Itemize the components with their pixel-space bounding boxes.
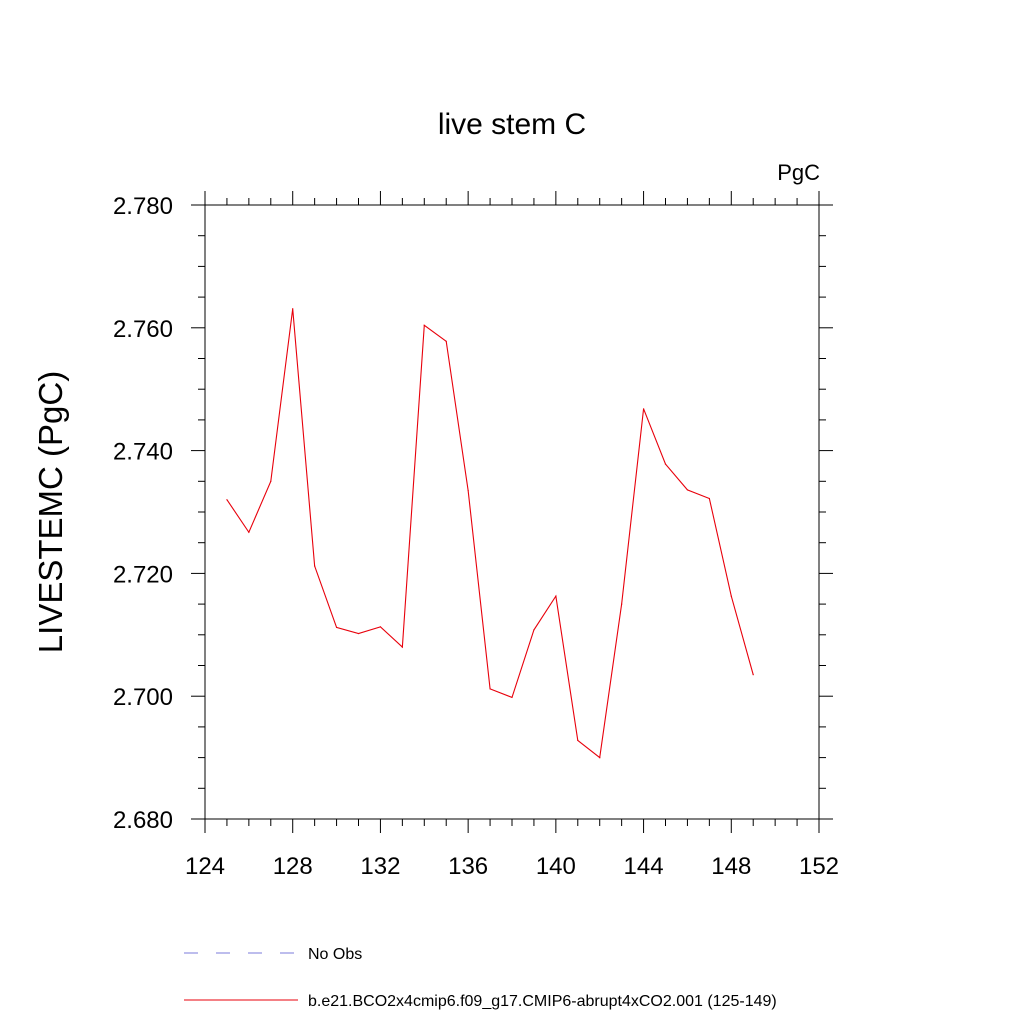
data-point bbox=[664, 463, 667, 465]
x-tick-label: 128 bbox=[273, 853, 313, 880]
data-point bbox=[511, 696, 513, 699]
axis-ticks bbox=[191, 191, 833, 833]
data-point bbox=[292, 308, 294, 310]
y-tick-label: 2.760 bbox=[113, 316, 173, 343]
data-point bbox=[335, 626, 338, 629]
data-point bbox=[401, 646, 403, 648]
data-point bbox=[599, 757, 601, 759]
data-point bbox=[686, 489, 689, 491]
series-layer bbox=[226, 308, 754, 759]
x-tick-label: 132 bbox=[360, 853, 400, 880]
data-point bbox=[226, 499, 228, 501]
y-tick-label: 2.700 bbox=[113, 684, 173, 711]
chart-title: live stem C bbox=[438, 108, 586, 141]
y-tick-label: 2.680 bbox=[113, 807, 173, 834]
y-tick-label: 2.720 bbox=[113, 561, 173, 588]
data-point bbox=[533, 629, 535, 631]
data-point bbox=[423, 324, 425, 326]
x-tick-label: 144 bbox=[624, 853, 664, 880]
data-point bbox=[270, 480, 272, 482]
data-point bbox=[314, 565, 316, 567]
data-point bbox=[357, 632, 360, 635]
data-point bbox=[489, 688, 491, 690]
y-axis-label: LIVESTEMC (PgC) bbox=[32, 371, 69, 653]
data-point bbox=[642, 408, 645, 410]
data-point bbox=[379, 626, 382, 628]
data-point bbox=[577, 739, 579, 742]
data-point bbox=[445, 340, 447, 342]
data-point bbox=[708, 497, 710, 500]
x-tick-label: 148 bbox=[711, 853, 751, 880]
x-tick-label: 152 bbox=[799, 853, 839, 880]
legend: No Obs b.e21.BCO2x4cmip6.f09_g17.CMIP6-ab… bbox=[184, 946, 777, 1010]
y-tick-label: 2.780 bbox=[113, 193, 173, 220]
units-label: PgC bbox=[777, 160, 820, 185]
data-point bbox=[467, 489, 469, 492]
data-point bbox=[621, 603, 623, 605]
legend-label: No Obs bbox=[308, 946, 362, 963]
data-point bbox=[752, 674, 754, 676]
tick-labels: 124 128 132 136 140 144 148 152 2.680 2.700 2.720 2… bbox=[113, 193, 839, 880]
series-line-0 bbox=[226, 308, 754, 759]
x-tick-label: 124 bbox=[185, 853, 225, 880]
data-point bbox=[248, 531, 250, 533]
data-point bbox=[730, 595, 732, 597]
y-tick-label: 2.740 bbox=[113, 439, 173, 466]
plot-frame bbox=[204, 204, 820, 820]
x-tick-label: 136 bbox=[448, 853, 488, 880]
x-tick-label: 140 bbox=[536, 853, 576, 880]
legend-label: b.e21.BCO2x4cmip6.f09_g17.CMIP6-abrupt4x… bbox=[308, 993, 777, 1010]
data-point bbox=[555, 595, 557, 597]
